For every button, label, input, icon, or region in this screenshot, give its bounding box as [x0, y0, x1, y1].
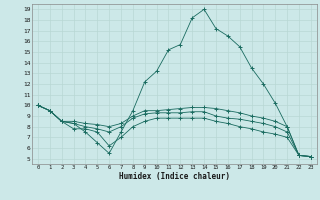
X-axis label: Humidex (Indice chaleur): Humidex (Indice chaleur)	[119, 172, 230, 181]
